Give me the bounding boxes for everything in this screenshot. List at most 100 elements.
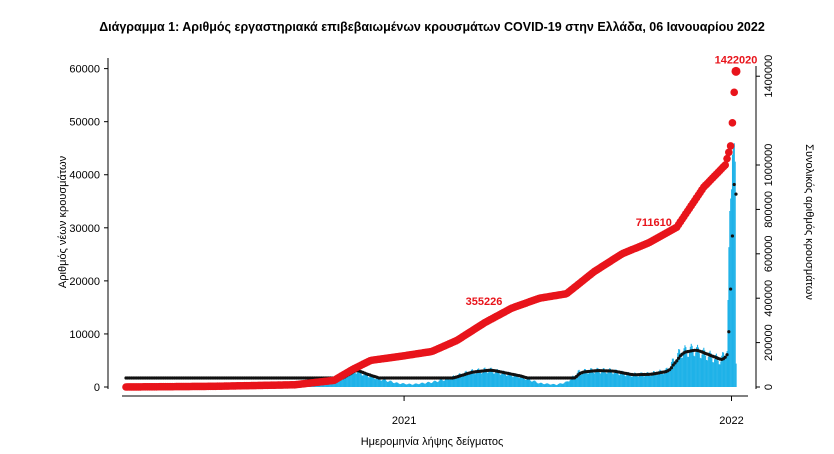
daily-bar	[503, 370, 505, 387]
daily-bar	[529, 379, 531, 387]
daily-bar	[494, 373, 496, 387]
daily-bar	[627, 373, 629, 387]
daily-bar	[606, 373, 608, 387]
daily-bar	[356, 372, 359, 387]
daily-bar	[551, 384, 553, 387]
daily-bar	[721, 355, 723, 387]
daily-bar	[512, 377, 514, 387]
daily-bar	[665, 368, 667, 387]
daily-bar	[328, 382, 330, 387]
daily-bar	[518, 378, 520, 387]
daily-bar	[722, 352, 724, 387]
daily-bar	[731, 154, 734, 387]
daily-bar	[599, 372, 601, 387]
daily-bar	[383, 379, 385, 387]
daily-bar	[637, 376, 639, 387]
daily-bar	[671, 358, 673, 387]
daily-bar	[663, 372, 665, 387]
daily-bar	[528, 378, 530, 387]
daily-bar	[513, 374, 516, 387]
daily-bar	[352, 367, 354, 387]
x-ticks: 2021 2022	[392, 396, 744, 427]
daily-bar	[444, 379, 447, 387]
daily-bar	[675, 363, 677, 387]
daily-bar	[367, 377, 369, 387]
daily-bar	[716, 355, 718, 387]
daily-bar	[719, 364, 721, 387]
daily-bar	[369, 376, 371, 387]
right-tick-label: 400000	[763, 280, 775, 317]
daily-bar	[495, 371, 497, 387]
daily-bar	[442, 380, 444, 387]
daily-bar	[578, 369, 580, 387]
daily-bar	[567, 381, 569, 387]
daily-bar	[368, 377, 370, 387]
daily-bar	[506, 375, 508, 387]
daily-bar	[694, 356, 696, 387]
daily-bar	[412, 384, 414, 387]
daily-bar	[402, 383, 404, 387]
daily-bar	[548, 383, 550, 387]
daily-bar	[558, 383, 560, 387]
moving-average-point	[671, 363, 675, 367]
daily-bar	[360, 373, 362, 387]
daily-bar	[366, 375, 368, 387]
daily-bar	[403, 383, 405, 387]
daily-bar	[483, 368, 485, 387]
daily-bar	[395, 382, 397, 387]
daily-bar	[353, 367, 355, 387]
moving-average-point	[669, 366, 674, 370]
chart-title: Διάγραμμα 1: Αριθμός εργαστηριακά επιβεβ…	[99, 20, 765, 34]
daily-bar	[452, 376, 454, 387]
right-tick-label: 600000	[763, 235, 775, 272]
daily-bar	[379, 379, 381, 387]
daily-bar	[461, 376, 464, 387]
daily-bar	[664, 369, 666, 387]
daily-bar	[505, 374, 507, 387]
daily-bar	[387, 381, 389, 387]
daily-bar	[557, 384, 560, 387]
daily-bar	[638, 375, 640, 387]
daily-bar	[713, 362, 715, 387]
daily-bar	[603, 368, 605, 387]
daily-bar	[326, 383, 328, 387]
daily-bar	[707, 356, 709, 387]
daily-bar	[712, 362, 714, 387]
daily-bar	[586, 373, 588, 387]
daily-bar	[560, 383, 562, 387]
daily-bar	[505, 376, 508, 387]
daily-bar	[629, 374, 631, 387]
daily-bar	[559, 383, 561, 387]
daily-bar	[644, 376, 646, 387]
daily-bar	[376, 377, 378, 387]
cumulative-annotations: 355226 711610 1422020	[466, 54, 758, 308]
daily-bar	[644, 375, 647, 387]
daily-bar	[535, 381, 537, 387]
daily-bar	[631, 376, 633, 387]
daily-bar	[461, 375, 463, 387]
daily-bar	[435, 380, 437, 387]
daily-bar	[598, 370, 600, 387]
daily-bar	[350, 372, 352, 387]
daily-bar	[539, 382, 542, 387]
daily-bar	[331, 382, 333, 387]
daily-bar	[502, 370, 504, 387]
daily-bar	[330, 383, 332, 387]
daily-bar	[453, 376, 455, 387]
daily-bar	[354, 370, 356, 387]
x-tick-label: 2022	[719, 415, 743, 427]
daily-bar	[410, 384, 412, 387]
daily-bar	[414, 383, 416, 387]
daily-bar	[532, 380, 534, 387]
daily-bar	[698, 353, 700, 387]
daily-bar	[452, 375, 455, 387]
daily-bar	[600, 373, 602, 387]
daily-bar	[394, 382, 396, 387]
daily-bar	[531, 381, 534, 387]
daily-bar	[527, 377, 529, 387]
daily-bar	[391, 381, 393, 387]
daily-bar	[473, 372, 475, 387]
daily-bar	[431, 382, 433, 387]
daily-bar	[667, 369, 669, 387]
daily-bar	[458, 373, 460, 387]
